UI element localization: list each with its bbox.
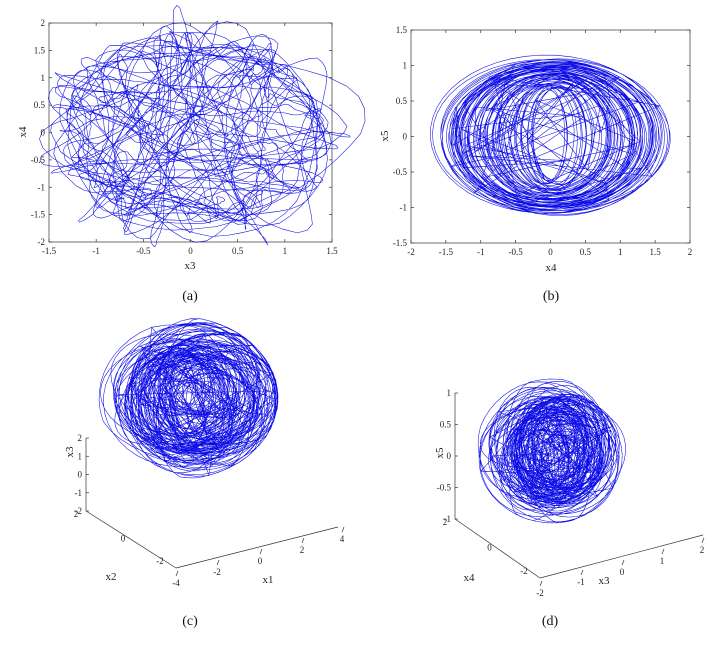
panel-a-xtick-label: 1.5: [326, 246, 338, 256]
panel-c-ztick-label: 1: [78, 451, 83, 461]
panel-d-xtick-label: -2: [536, 588, 544, 598]
panel-c-xtick-mark: [175, 570, 179, 577]
panel-a-xtick-label: 1: [283, 246, 288, 256]
panel-c-xtick-label: -2: [213, 567, 221, 577]
panel-a-ytick-label: -2: [38, 237, 46, 247]
panel-a-ytick-label: 1: [41, 73, 46, 83]
panel-b-xlabel: x4: [546, 262, 558, 274]
panel-b-ylabel: x5: [379, 130, 391, 142]
panel-c-y-axis-line: [85, 510, 177, 569]
panel-c-xtick-mark: [259, 548, 263, 555]
panel-a-ytick-label: 2: [41, 18, 46, 28]
panel-d-ztick-label: 0.5: [440, 420, 452, 430]
panel-b-xtick-label: 2: [688, 247, 693, 257]
panel-b-xtick-label: 0.5: [580, 247, 592, 257]
panel-b-ytick-label: 1: [403, 61, 408, 71]
panel-d-xtick-mark: [661, 548, 665, 555]
panel-c-ytick-label: -2: [156, 556, 164, 566]
panel-a-xtick-label: -0.5: [136, 246, 151, 256]
panel-c-caption: (c): [182, 614, 198, 629]
panel-d-xlabel: x3: [599, 575, 611, 587]
panel-a-xtick-label: -1.5: [42, 246, 57, 256]
panel-d-caption: (d): [542, 614, 559, 629]
panel-a-xtick-label: -1: [92, 246, 100, 256]
panel-b-ytick-label: -1.5: [393, 238, 408, 248]
panel-a-ytick-label: -1: [38, 182, 46, 192]
panel-c-xlabel: x1: [263, 574, 274, 586]
panel-d-xtick-label: -1: [577, 577, 585, 587]
panel-a: -1.5 -1 -0.5 0 0.5 1 1.5-2-1.5-1-0.500.511.52 …: [17, 5, 366, 304]
panel-c-ylabel: x2: [106, 571, 117, 583]
panel-a-ylabel: x4: [17, 126, 29, 138]
panel-b: -2 -1.5 -1 -0.5 0 0.5 1 1.5 2-1.5-1-0.500.511.5 …: [379, 25, 692, 304]
panel-d-xtick-mark: [580, 569, 584, 576]
panel-a-ytick-label: 1.5: [34, 45, 46, 55]
panel-d-trajectory: [477, 378, 626, 524]
panel-c-zlabel: x3: [64, 446, 76, 458]
panel-d-x-axis-line: [539, 534, 704, 579]
panel-d-ztick-label: 0: [447, 451, 452, 461]
panel-b-xtick-label: -0.5: [509, 247, 524, 257]
panel-d-ylabel: x4: [464, 572, 476, 584]
panel-a-ytick-label: 0: [41, 128, 46, 138]
panel-d-xtick-mark: [701, 537, 705, 544]
panel-c-ztick-label: 2: [78, 433, 83, 443]
panel-c-xtick-label: 2: [300, 545, 305, 555]
panel-d-xtick-label: 1: [660, 556, 665, 566]
panel-d-xtick-label: 0: [620, 567, 625, 577]
panel-b-xtick-label: -1: [477, 247, 485, 257]
panel-c-ytick-label: 2: [74, 509, 79, 519]
panel-d-ytick-label: 2: [443, 517, 448, 527]
panel-c-xtick-mark: [301, 537, 305, 544]
panel-a-xlabel: x3: [185, 260, 197, 272]
panel-c-x-axis-line: [175, 526, 339, 569]
panel-a-trajectory: [39, 5, 366, 247]
panel-a-ytick-label: -0.5: [31, 155, 46, 165]
panel-d-y-axis-line: [454, 518, 541, 579]
panel-c-trajectory: [98, 318, 279, 479]
panel-d-xtick-mark: [621, 559, 625, 566]
panel-d-zlabel: x5: [434, 447, 446, 459]
panel-c-ztick-label: 0: [78, 470, 83, 480]
panel-b-xtick-label: 1: [618, 247, 623, 257]
panel-b-xtick-label: 0: [548, 247, 553, 257]
panel-b-ytick-label: 0: [403, 132, 408, 142]
panel-b-xtick-label: -1.5: [439, 247, 454, 257]
panel-c-xtick-label: 4: [340, 534, 345, 544]
panel-b-caption: (b): [543, 289, 560, 304]
panel-c-xtick-label: 0: [258, 556, 263, 566]
panel-b-ytick-label: -1: [400, 203, 408, 213]
panel-b-xtick-label: -2: [407, 247, 415, 257]
panel-a-ytick-label: 0.5: [34, 100, 46, 110]
panel-b-ytick-label: 0.5: [396, 96, 408, 106]
panel-d-ytick-label: 0: [487, 543, 492, 553]
panel-a-xtick-label: 0: [188, 246, 193, 256]
panel-c-xtick-mark: [341, 526, 345, 533]
panel-c-ztick-label: -2: [75, 506, 83, 516]
panel-c-xtick-mark: [216, 559, 220, 566]
panel-d-ztick-label: -1: [444, 514, 452, 524]
panel-d-ztick-label: 1: [447, 388, 452, 398]
panel-c-ytick-label: 0: [121, 534, 126, 544]
panel-d-ztick-label: -0.5: [437, 483, 452, 493]
panel-b-xtick-label: 1.5: [650, 247, 662, 257]
panel-c-ztick-label: -1: [75, 488, 83, 498]
panel-a-ytick-label: -1.5: [31, 210, 46, 220]
panel-b-ytick-label: 1.5: [396, 25, 408, 35]
panel-a-caption: (a): [182, 289, 198, 304]
panel-d-ytick-label: -2: [520, 566, 528, 576]
panel-d-xtick-label: 2: [700, 545, 705, 555]
panel-c-xtick-label: -4: [172, 578, 180, 588]
panel-d-xtick-mark: [539, 580, 543, 587]
panel-b-trajectory: [430, 54, 671, 216]
panel-b-ytick-label: -0.5: [393, 167, 408, 177]
panel-a-xtick-label: 0.5: [232, 246, 244, 256]
